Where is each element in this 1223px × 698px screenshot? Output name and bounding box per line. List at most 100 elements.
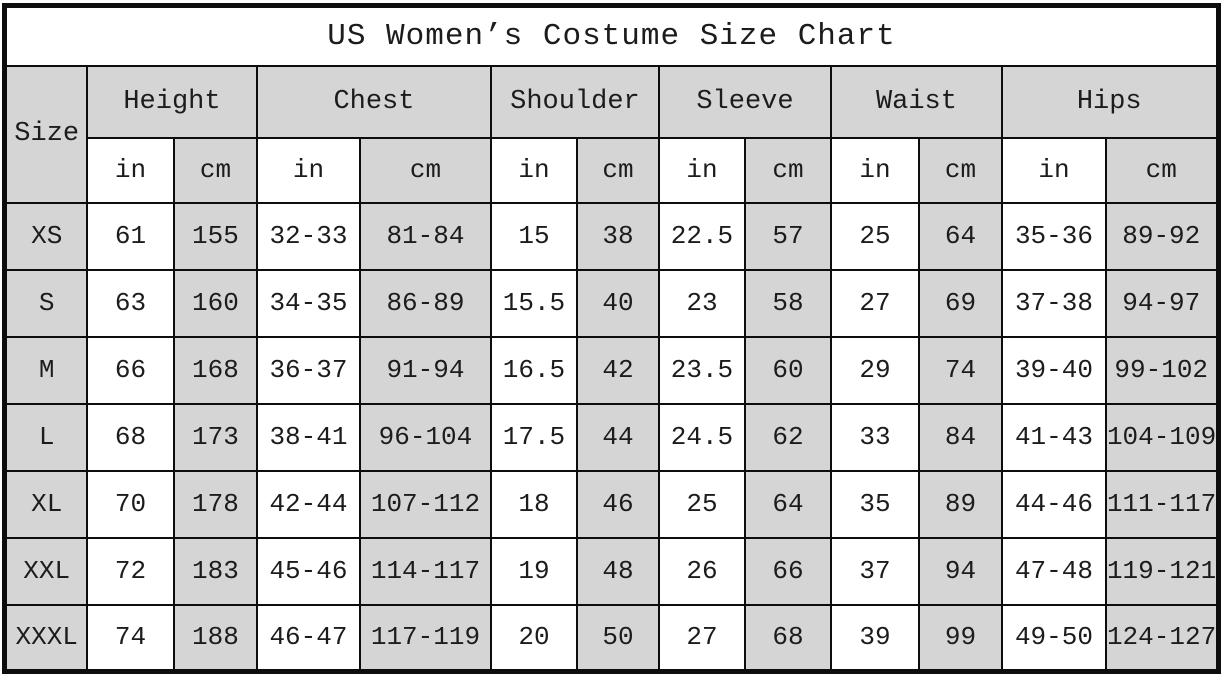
size-cell: XXXL	[3, 603, 88, 673]
cell-shoulder-in: 15.5	[489, 268, 578, 338]
cell-waist-in: 25	[829, 201, 920, 271]
cell-sleeve-cm: 66	[743, 536, 832, 606]
cell-height-cm: 168	[172, 335, 258, 405]
unit-in-shoulder: in	[489, 136, 578, 204]
cell-sleeve-cm: 60	[743, 335, 832, 405]
cell-sleeve-cm: 58	[743, 268, 832, 338]
cell-shoulder-cm: 46	[575, 469, 660, 539]
cell-waist-cm: 74	[917, 335, 1003, 405]
unit-in-hips: in	[1000, 136, 1107, 204]
cell-chest-in: 32-33	[255, 201, 361, 271]
cell-waist-cm: 64	[917, 201, 1003, 271]
cell-waist-in: 35	[829, 469, 920, 539]
unit-cm-shoulder: cm	[575, 136, 660, 204]
cell-chest-cm: 96-104	[358, 402, 492, 472]
cell-chest-cm: 81-84	[358, 201, 492, 271]
cell-sleeve-cm: 57	[743, 201, 832, 271]
cell-chest-cm: 86-89	[358, 268, 492, 338]
table-row-s: S 63 160 34-35 86-89 15.5 40 23 58 27 69…	[3, 268, 1220, 338]
cell-shoulder-cm: 48	[575, 536, 660, 606]
cell-waist-in: 33	[829, 402, 920, 472]
cell-hips-cm: 124-127	[1104, 603, 1220, 673]
cell-sleeve-in: 25	[657, 469, 746, 539]
cell-height-cm: 183	[172, 536, 258, 606]
cell-hips-cm: 119-121	[1104, 536, 1220, 606]
cell-hips-cm: 99-102	[1104, 335, 1220, 405]
cell-sleeve-cm: 68	[743, 603, 832, 673]
cell-height-in: 61	[85, 201, 175, 271]
cell-waist-in: 27	[829, 268, 920, 338]
size-cell: XXL	[3, 536, 88, 606]
cell-height-in: 74	[85, 603, 175, 673]
unit-cm-hips: cm	[1104, 136, 1220, 204]
cell-hips-in: 49-50	[1000, 603, 1107, 673]
cell-height-cm: 178	[172, 469, 258, 539]
cell-shoulder-in: 18	[489, 469, 578, 539]
cell-waist-in: 37	[829, 536, 920, 606]
table-row-xxl: XXL 72 183 45-46 114-117 19 48 26 66 37 …	[3, 536, 1220, 606]
cell-chest-in: 45-46	[255, 536, 361, 606]
group-header-chest: Chest	[255, 64, 492, 139]
cell-waist-cm: 69	[917, 268, 1003, 338]
cell-hips-cm: 94-97	[1104, 268, 1220, 338]
title-row: US Women’s Costume Size Chart	[3, 4, 1220, 67]
table-row-xxxl: XXXL 74 188 46-47 117-119 20 50 27 68 39…	[3, 603, 1220, 673]
cell-chest-cm: 91-94	[358, 335, 492, 405]
size-chart-table: US Women’s Costume Size Chart Size Heigh…	[2, 3, 1221, 674]
cell-height-in: 66	[85, 335, 175, 405]
cell-height-in: 68	[85, 402, 175, 472]
chart-title: US Women’s Costume Size Chart	[3, 4, 1220, 67]
size-cell: L	[3, 402, 88, 472]
cell-shoulder-cm: 50	[575, 603, 660, 673]
size-column-header: Size	[3, 64, 88, 204]
cell-sleeve-cm: 64	[743, 469, 832, 539]
cell-height-cm: 155	[172, 201, 258, 271]
unit-header-row: in cm in cm in cm in cm in cm in cm	[5, 136, 1220, 204]
cell-sleeve-cm: 62	[743, 402, 832, 472]
table-row-xl: XL 70 178 42-44 107-112 18 46 25 64 35 8…	[3, 469, 1220, 539]
unit-cm-height: cm	[172, 136, 258, 204]
cell-shoulder-in: 17.5	[489, 402, 578, 472]
cell-hips-in: 41-43	[1000, 402, 1107, 472]
cell-shoulder-in: 20	[489, 603, 578, 673]
cell-sleeve-in: 23	[657, 268, 746, 338]
cell-chest-in: 38-41	[255, 402, 361, 472]
cell-chest-in: 34-35	[255, 268, 361, 338]
cell-hips-cm: 104-109	[1104, 402, 1220, 472]
cell-chest-in: 46-47	[255, 603, 361, 673]
size-cell: M	[3, 335, 88, 405]
cell-shoulder-cm: 40	[575, 268, 660, 338]
size-cell: XS	[3, 201, 88, 271]
cell-waist-cm: 94	[917, 536, 1003, 606]
group-header-hips: Hips	[1000, 64, 1220, 139]
cell-chest-in: 42-44	[255, 469, 361, 539]
unit-in-chest: in	[255, 136, 361, 204]
cell-height-cm: 160	[172, 268, 258, 338]
cell-hips-in: 37-38	[1000, 268, 1107, 338]
cell-hips-cm: 111-117	[1104, 469, 1220, 539]
table-row-m: M 66 168 36-37 91-94 16.5 42 23.5 60 29 …	[3, 335, 1220, 405]
cell-waist-cm: 84	[917, 402, 1003, 472]
cell-height-in: 63	[85, 268, 175, 338]
cell-sleeve-in: 27	[657, 603, 746, 673]
cell-hips-in: 39-40	[1000, 335, 1107, 405]
unit-cm-chest: cm	[358, 136, 492, 204]
cell-sleeve-in: 23.5	[657, 335, 746, 405]
cell-sleeve-in: 24.5	[657, 402, 746, 472]
cell-chest-cm: 117-119	[358, 603, 492, 673]
cell-height-in: 70	[85, 469, 175, 539]
cell-hips-in: 35-36	[1000, 201, 1107, 271]
cell-shoulder-cm: 38	[575, 201, 660, 271]
cell-hips-cm: 89-92	[1104, 201, 1220, 271]
group-header-shoulder: Shoulder	[489, 64, 660, 139]
cell-waist-cm: 99	[917, 603, 1003, 673]
cell-shoulder-in: 15	[489, 201, 578, 271]
group-header-sleeve: Sleeve	[657, 64, 832, 139]
unit-in-sleeve: in	[657, 136, 746, 204]
unit-in-height: in	[85, 136, 175, 204]
cell-chest-cm: 107-112	[358, 469, 492, 539]
cell-chest-cm: 114-117	[358, 536, 492, 606]
cell-sleeve-in: 22.5	[657, 201, 746, 271]
cell-waist-in: 39	[829, 603, 920, 673]
group-header-height: Height	[85, 64, 258, 139]
